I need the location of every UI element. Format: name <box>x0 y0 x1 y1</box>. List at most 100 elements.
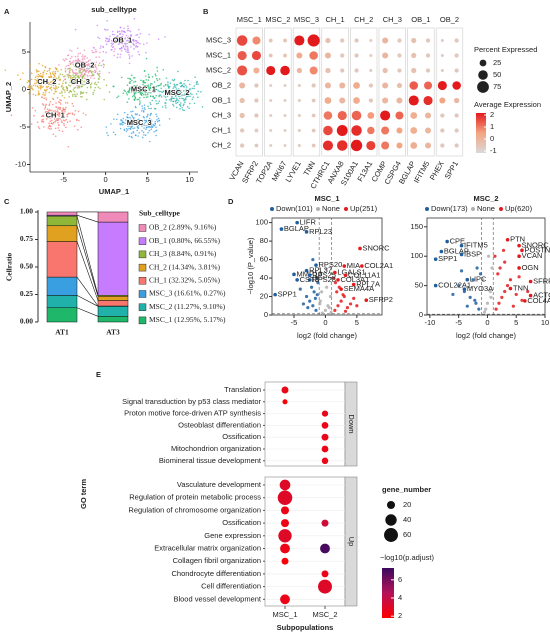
cell-point <box>141 105 144 107</box>
cell-point <box>34 82 36 85</box>
expression-dot <box>382 37 389 44</box>
go-dot <box>321 457 329 465</box>
cell-point <box>136 45 139 48</box>
cell-point <box>140 90 143 93</box>
x-tick-label: AT1 <box>55 328 69 337</box>
x-axis-label: log2 (fold change) <box>297 331 358 340</box>
cell-point <box>73 87 75 89</box>
cell-point <box>95 70 97 73</box>
cell-point <box>42 118 44 121</box>
cell-point <box>64 110 66 113</box>
cell-point <box>87 68 90 70</box>
cell-point <box>158 124 161 126</box>
cell-point <box>191 98 194 101</box>
bar-segment <box>46 241 78 278</box>
labeled-gene-point <box>433 257 438 261</box>
cell-point <box>131 123 134 126</box>
y-tick-label: 0.00 <box>20 317 33 326</box>
cell-point <box>41 86 43 89</box>
cell-point <box>196 80 199 83</box>
cell-point <box>54 77 56 80</box>
cell-point <box>35 71 38 73</box>
expression-dot <box>368 83 374 88</box>
bar-segment <box>46 215 78 227</box>
cell-point <box>54 88 57 91</box>
cell-point <box>78 72 81 74</box>
cell-point <box>164 36 166 38</box>
cell-point <box>136 118 139 121</box>
cell-point <box>135 44 137 47</box>
cell-point <box>125 127 128 130</box>
cell-point <box>113 54 115 57</box>
cell-point <box>85 91 88 94</box>
cell-point <box>98 74 100 77</box>
cell-point <box>102 45 104 48</box>
cell-point <box>33 114 35 117</box>
cell-point <box>143 122 145 125</box>
cell-point <box>153 124 156 127</box>
cell-point <box>127 77 129 80</box>
cell-point <box>128 29 130 32</box>
cluster-points <box>74 17 166 67</box>
cell-point <box>185 95 188 98</box>
group-box <box>378 27 406 157</box>
go-dot <box>277 490 293 505</box>
cell-point <box>63 122 65 125</box>
cell-point <box>61 130 64 133</box>
cell-point <box>38 62 40 65</box>
cell-point <box>105 51 107 54</box>
cluster-label: CH_1 <box>46 111 65 120</box>
x-tick-label: 5 <box>355 318 359 327</box>
go-dot <box>320 543 330 554</box>
cell-point <box>81 82 83 84</box>
legend-label: CH_1 (32.32%, 5.05%) <box>149 276 221 285</box>
cell-point <box>139 32 142 35</box>
cell-point <box>38 84 41 86</box>
y-tick-label: 50 <box>415 281 423 290</box>
cell-point <box>44 93 46 95</box>
cell-point <box>164 104 167 107</box>
cell-point <box>78 86 81 89</box>
cell-point <box>181 85 183 87</box>
x-tick-label: 0 <box>104 175 108 184</box>
gene-point <box>316 281 320 285</box>
cell-point <box>134 120 136 123</box>
expression-dot <box>340 38 345 43</box>
cell-point <box>126 120 129 122</box>
cluster-label: CH_2 <box>37 77 56 86</box>
cell-point <box>149 87 152 89</box>
cell-point <box>134 134 137 136</box>
cell-point <box>141 136 144 139</box>
cell-point <box>36 78 39 80</box>
cell-point <box>47 111 49 113</box>
cell-point <box>64 71 67 73</box>
expression-dot <box>454 143 459 148</box>
cell-point <box>52 114 55 117</box>
cell-point <box>82 91 85 94</box>
labeled-gene-point <box>336 278 340 282</box>
size-legend-label: 40 <box>403 515 411 524</box>
cell-point <box>137 126 139 129</box>
cell-point <box>66 114 68 116</box>
cell-point <box>174 95 177 98</box>
cell-point <box>133 40 135 42</box>
go-dot <box>321 410 329 417</box>
cell-point <box>184 97 187 99</box>
cell-point <box>150 128 153 131</box>
cell-point <box>167 81 169 83</box>
cell-point <box>133 127 136 129</box>
cell-point <box>125 34 128 37</box>
cell-point <box>49 120 52 122</box>
cell-point <box>52 121 55 124</box>
cell-point <box>149 101 151 104</box>
cell-point <box>27 79 30 82</box>
cell-point <box>126 124 129 126</box>
cell-point <box>161 91 164 93</box>
expression-dot <box>297 98 301 103</box>
cell-point <box>85 113 87 116</box>
cell-point <box>62 87 64 90</box>
cell-point <box>136 33 139 36</box>
cell-point <box>124 38 126 40</box>
cell-point <box>17 74 19 76</box>
labeled-gene-point <box>304 268 309 273</box>
